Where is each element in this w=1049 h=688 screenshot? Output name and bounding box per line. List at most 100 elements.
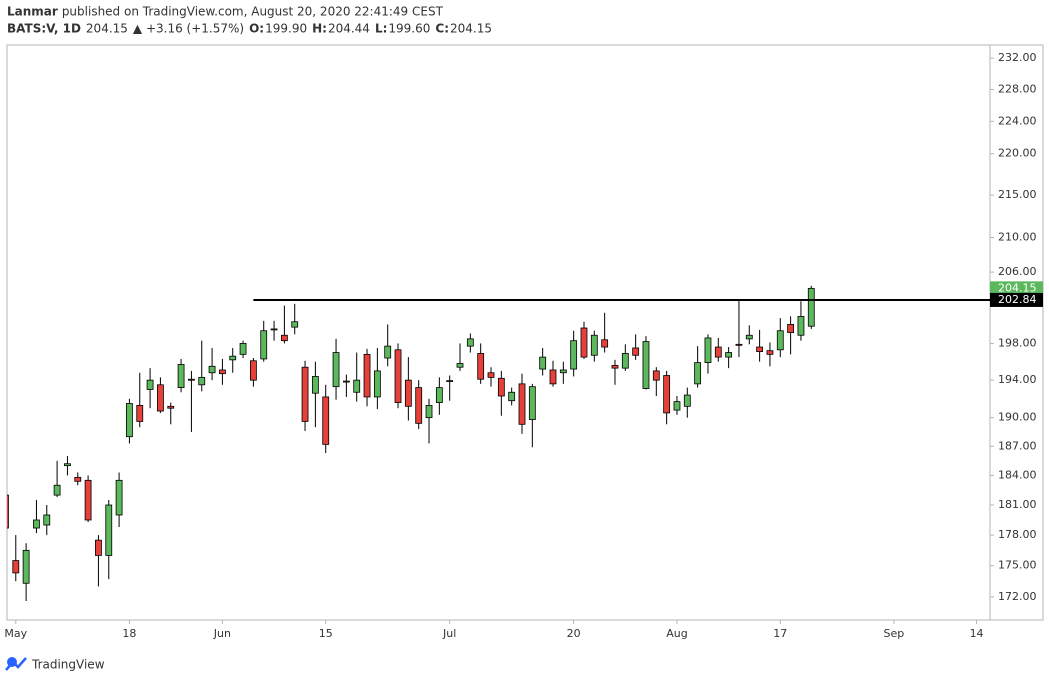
candle-body bbox=[807, 287, 815, 327]
y-tick-label: 190.00 bbox=[998, 411, 1037, 424]
last-price-box bbox=[990, 281, 1043, 296]
candle-body bbox=[580, 327, 588, 358]
candle-body bbox=[229, 355, 237, 361]
candle-body bbox=[7, 494, 9, 529]
candle-body bbox=[239, 343, 247, 355]
candle-body bbox=[477, 353, 485, 380]
x-tick-label: Aug bbox=[666, 627, 687, 640]
plot bbox=[7, 285, 990, 602]
candle-body bbox=[64, 463, 71, 467]
candle-body bbox=[219, 369, 226, 375]
y-tick-label: 210.00 bbox=[998, 230, 1037, 243]
candle-body bbox=[601, 339, 609, 348]
candle-body bbox=[683, 394, 691, 407]
x-tick-label: May bbox=[4, 627, 27, 640]
candle-body bbox=[270, 328, 278, 331]
ohlc-value: 199.90 bbox=[265, 22, 307, 36]
last-price-label: 204.15 bbox=[998, 281, 1037, 294]
candle-body bbox=[33, 519, 40, 529]
line-price-box bbox=[990, 292, 1043, 307]
candle-body bbox=[22, 549, 30, 584]
y-tick-label: 232.00 bbox=[998, 51, 1037, 64]
y-tick-label: 206.00 bbox=[998, 265, 1037, 278]
y-tick-label: 181.00 bbox=[998, 498, 1037, 511]
candle-body bbox=[425, 404, 433, 419]
candle-body bbox=[322, 396, 330, 445]
ohlc-label: L: bbox=[375, 22, 387, 36]
candle-body bbox=[559, 369, 567, 374]
candle-body bbox=[291, 321, 299, 328]
ohlc-label: H: bbox=[312, 22, 327, 36]
candle-body bbox=[694, 362, 702, 385]
candle-body bbox=[590, 334, 598, 356]
author: Lanmar bbox=[7, 5, 58, 19]
candle-body bbox=[394, 349, 402, 403]
candle-body bbox=[177, 364, 185, 388]
published-line: published on TradingView.com, August 20,… bbox=[62, 5, 444, 19]
x-tick-label: 17 bbox=[773, 627, 787, 640]
candle-body bbox=[549, 369, 557, 385]
y-tick-label: 215.00 bbox=[998, 188, 1037, 201]
candle-body bbox=[508, 391, 516, 402]
last-price: 204.15 bbox=[86, 22, 128, 36]
y-tick-label: 172.00 bbox=[998, 590, 1037, 603]
ohlc-value: 204.44 bbox=[328, 22, 370, 36]
candle-body bbox=[146, 379, 154, 390]
candle-body bbox=[332, 352, 340, 388]
candle-body bbox=[384, 345, 392, 359]
candle-body bbox=[342, 380, 350, 383]
candle-body bbox=[208, 365, 216, 374]
candle-body bbox=[570, 340, 578, 370]
y-tick-label: 220.00 bbox=[998, 147, 1037, 160]
candle-body bbox=[198, 376, 206, 386]
x-tick-label: Sep bbox=[884, 627, 905, 640]
candle-body bbox=[404, 379, 412, 407]
candle-body bbox=[621, 353, 629, 369]
candle-body bbox=[280, 334, 288, 342]
candle-body bbox=[632, 347, 640, 356]
candle-body bbox=[53, 484, 61, 496]
candle-body bbox=[373, 370, 381, 398]
x-tick-label: 14 bbox=[970, 627, 984, 640]
candle-body bbox=[188, 378, 195, 381]
candle-body bbox=[260, 330, 268, 360]
y-tick-label: 184.00 bbox=[998, 468, 1037, 481]
candle-body bbox=[642, 341, 650, 389]
candle-body bbox=[539, 356, 547, 370]
ohlc-value: 199.60 bbox=[388, 22, 430, 36]
candle-body bbox=[446, 380, 454, 383]
candle-body bbox=[787, 324, 795, 333]
candle-body bbox=[745, 334, 753, 340]
candle-body bbox=[301, 366, 309, 422]
y-tick-label: 178.00 bbox=[998, 528, 1037, 541]
candle-body bbox=[735, 343, 743, 346]
y-tick-label: 198.00 bbox=[998, 336, 1037, 349]
candle-body bbox=[528, 386, 536, 420]
candle-body bbox=[725, 352, 733, 358]
candle-body bbox=[766, 350, 774, 355]
candle-body bbox=[363, 353, 371, 398]
candle-body bbox=[776, 330, 784, 351]
candle-body bbox=[497, 377, 505, 397]
candle-body bbox=[456, 363, 464, 368]
y-tick-label: 187.00 bbox=[998, 439, 1037, 452]
symbol: BATS:V, 1D bbox=[7, 22, 81, 36]
plot-frame bbox=[6, 44, 1044, 621]
axes: 232.00 228.00 224.00 220.00 215.00 210.00 206.… bbox=[4, 51, 1036, 640]
x-tick-label: 20 bbox=[567, 627, 581, 640]
y-tick-label: 228.00 bbox=[998, 82, 1037, 95]
line-price-label: 202.84 bbox=[998, 293, 1037, 306]
candle-body bbox=[126, 403, 133, 438]
candle-body bbox=[466, 338, 474, 347]
x-tick-label: 18 bbox=[122, 627, 136, 640]
candle-body bbox=[673, 401, 681, 411]
candle-body bbox=[663, 375, 671, 414]
candle-body bbox=[311, 376, 319, 394]
candle-body bbox=[756, 346, 764, 353]
ohlc-label: O: bbox=[249, 22, 264, 36]
ohlc-value: 204.15 bbox=[450, 22, 492, 36]
candle-body bbox=[353, 379, 361, 393]
candle-body bbox=[105, 504, 113, 556]
